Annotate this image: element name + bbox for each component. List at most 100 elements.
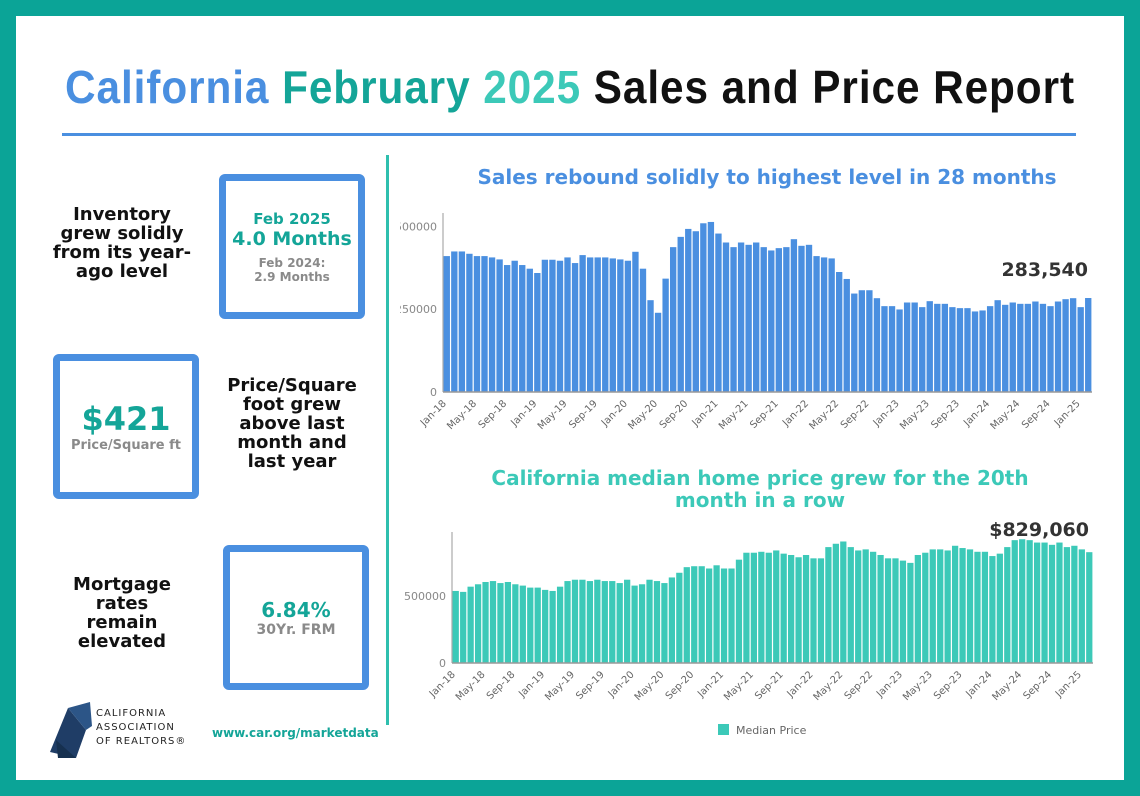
- bar: [753, 242, 760, 392]
- bar: [647, 300, 654, 392]
- x-tick-label: May-18: [445, 398, 479, 432]
- title-year: 2025: [483, 61, 582, 113]
- bar: [458, 251, 466, 392]
- bar: [609, 258, 616, 392]
- x-tick-label: May-23: [898, 398, 932, 432]
- bar: [730, 247, 737, 392]
- x-tick-label: May-20: [633, 669, 667, 703]
- legend-label: Median Price: [736, 724, 807, 737]
- bar: [720, 568, 728, 663]
- x-tick-label: Sep-19: [567, 398, 600, 431]
- bar: [1009, 302, 1016, 392]
- bar: [707, 221, 715, 392]
- x-tick-label: Jan-25: [1053, 669, 1084, 700]
- mortgage-box: 6.84% 30Yr. FRM: [223, 545, 369, 690]
- bar: [579, 579, 586, 663]
- bar: [467, 586, 474, 663]
- bar: [896, 309, 903, 392]
- bar: [1026, 540, 1033, 663]
- bar: [1077, 307, 1084, 392]
- bar: [1069, 298, 1077, 392]
- bar: [798, 245, 805, 392]
- inventory-box: Feb 2025 4.0 Months Feb 2024: 2.9 Months: [219, 174, 365, 319]
- bar: [638, 584, 646, 663]
- bar: [956, 308, 964, 392]
- bar: [534, 272, 541, 392]
- bar: [728, 568, 735, 663]
- y-tick-label: 500000: [404, 590, 446, 603]
- legend-swatch: [718, 724, 729, 735]
- bar: [541, 259, 549, 392]
- bar: [790, 239, 798, 392]
- bar: [914, 554, 921, 663]
- y-tick-label: 500000: [400, 220, 437, 233]
- title-rest: Sales and Price Report: [593, 61, 1075, 113]
- bar: [892, 558, 899, 663]
- bar: [981, 551, 989, 663]
- inventory-description: Inventory grew solidly from its year-ago…: [52, 204, 192, 282]
- bar: [654, 312, 662, 392]
- bar: [810, 558, 817, 663]
- realtors-logo-icon: CALIFORNIA ASSOCIATION OF REALTORS®: [50, 702, 185, 758]
- bar: [966, 549, 974, 663]
- bar: [836, 272, 843, 392]
- bar: [911, 302, 918, 392]
- bar: [526, 268, 533, 392]
- sales-chart: 0250000500000Jan-18May-18Sep-18Jan-19May…: [400, 213, 1092, 432]
- bar: [722, 242, 730, 392]
- bar: [586, 257, 594, 392]
- bar: [847, 547, 854, 663]
- bar: [564, 257, 571, 392]
- mortgage-value: 6.84%: [261, 597, 331, 622]
- bar: [1085, 298, 1092, 392]
- bar: [571, 263, 579, 392]
- bar: [594, 257, 601, 392]
- bar: [805, 244, 813, 392]
- bar: [929, 549, 936, 663]
- bar: [482, 581, 489, 663]
- y-tick-label: 0: [439, 657, 446, 670]
- bar: [881, 306, 888, 392]
- x-tick-label: Sep-19: [574, 669, 607, 702]
- bar: [691, 566, 698, 663]
- bar: [685, 228, 692, 392]
- bar: [843, 278, 850, 392]
- bar: [668, 577, 676, 663]
- x-tick-label: Sep-21: [753, 669, 786, 702]
- bar: [1011, 540, 1018, 663]
- bar: [466, 253, 473, 392]
- bar: [765, 552, 772, 663]
- bar: [899, 560, 907, 663]
- bar: [1004, 547, 1011, 663]
- bar: [594, 579, 601, 663]
- bar: [683, 567, 690, 663]
- bar: [1054, 301, 1062, 392]
- bar: [503, 265, 511, 392]
- bar: [922, 552, 929, 663]
- market-data-link[interactable]: www.car.org/marketdata: [212, 726, 379, 740]
- bar: [1048, 544, 1056, 663]
- bar: [949, 307, 956, 392]
- x-tick-label: Jan-25: [1052, 398, 1083, 429]
- bar: [986, 306, 994, 392]
- bar: [813, 256, 820, 392]
- x-tick-label: May-19: [543, 669, 577, 703]
- x-tick-label: Sep-24: [1020, 398, 1053, 431]
- bar: [783, 247, 790, 392]
- bar: [758, 551, 765, 663]
- bar: [994, 300, 1001, 392]
- bar: [775, 248, 782, 392]
- bar: [579, 255, 586, 392]
- x-tick-label: Sep-20: [658, 398, 691, 431]
- bar: [706, 568, 713, 663]
- bar: [571, 579, 579, 663]
- bar: [639, 268, 647, 392]
- bar: [564, 581, 571, 663]
- bar: [941, 303, 949, 392]
- bar: [979, 310, 986, 392]
- bar: [586, 581, 594, 663]
- inventory-prior-label: Feb 2024:: [258, 255, 326, 270]
- bar: [907, 562, 914, 663]
- bar: [780, 553, 787, 663]
- bar: [631, 585, 638, 663]
